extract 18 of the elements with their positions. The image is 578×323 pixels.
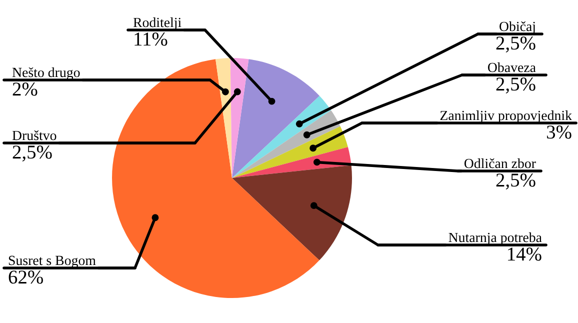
slice-label: Obaveza xyxy=(488,62,536,72)
slice-label: Zanimljiv propovjednik xyxy=(440,110,572,123)
slice-label: Nutarnja potreba xyxy=(448,232,542,245)
data-label: 3% xyxy=(547,126,572,139)
data-label: 62% xyxy=(8,270,43,284)
slice-label: Odličan zbor xyxy=(464,158,536,168)
slice-label: Susret s Bogom xyxy=(8,256,96,268)
slice-label: Nešto drugo xyxy=(12,67,80,80)
data-label: 2,5% xyxy=(12,146,52,162)
data-label: 2,5% xyxy=(496,36,536,52)
slice-label: Običaj xyxy=(500,21,535,34)
slice-label: Roditelji xyxy=(133,17,182,30)
slice-label: Društvo xyxy=(12,130,56,140)
data-label: 2,5% xyxy=(496,174,536,190)
data-label: 2,5% xyxy=(496,78,536,94)
data-label: 2% xyxy=(12,82,38,96)
data-label: 11% xyxy=(134,32,168,46)
data-label: 14% xyxy=(508,248,542,261)
